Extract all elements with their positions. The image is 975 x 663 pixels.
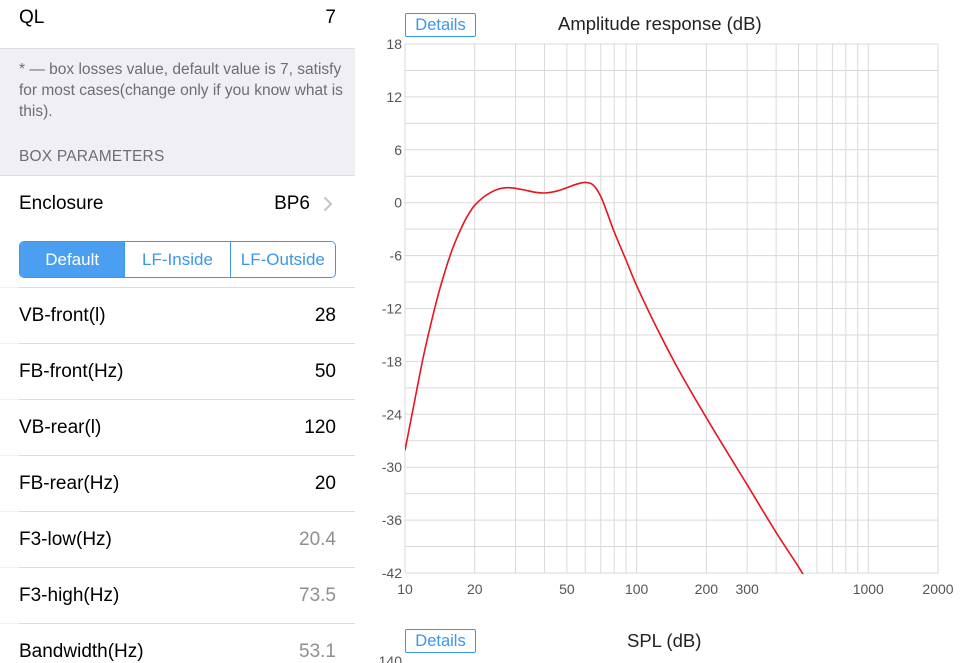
enclosure-mode-row: Default LF-Inside LF-Outside (0, 232, 355, 287)
param-label: F3-high(Hz) (19, 585, 120, 606)
x-tick-label: 50 (559, 581, 575, 597)
param-value-field[interactable]: 120 (304, 417, 336, 438)
param-value-readonly: 53.1 (299, 641, 336, 662)
spl-chart: 140 (379, 653, 403, 663)
ql-footnote: * — box losses value, default value is 7… (19, 61, 343, 120)
x-tick-label: 1000 (853, 581, 884, 597)
y-tick-label: 0 (394, 195, 402, 211)
param-value-field[interactable]: 28 (314, 305, 336, 326)
param-row-vb-rear-l[interactable]: VB-rear(l) 120 (0, 400, 355, 455)
y-tick-label: -36 (382, 512, 402, 528)
divider (19, 567, 355, 568)
param-value-readonly: 73.5 (299, 585, 336, 606)
divider (19, 511, 355, 512)
y-tick-label: -24 (382, 406, 402, 422)
amplitude-response-line (405, 181, 804, 574)
divider (19, 455, 355, 456)
x-tick-label: 2000 (922, 581, 953, 597)
param-row-f3-low-hz: F3-low(Hz) 20.4 (0, 512, 355, 567)
y-tick-label: -12 (382, 301, 402, 317)
enclosure-label: Enclosure (19, 193, 104, 214)
x-tick-label: 100 (625, 581, 649, 597)
amplitude-chart-title: Amplitude response (dB) (558, 13, 762, 34)
chart-panel: Details Amplitude response (dB) 18 12 6 0 -6… (355, 0, 975, 663)
tab-lf-outside[interactable]: LF-Outside (229, 242, 335, 277)
param-label: F3-low(Hz) (19, 529, 112, 550)
settings-panel: QL 7 * — box losses value, default value… (0, 0, 355, 663)
x-tick-label: 10 (397, 581, 413, 597)
y-tick-label: -42 (382, 565, 402, 581)
divider (19, 399, 355, 400)
param-value-field[interactable]: 20 (314, 473, 336, 494)
divider (0, 48, 355, 49)
tab-default[interactable]: Default (20, 242, 125, 277)
divider (19, 623, 355, 624)
param-row-fb-rear-hz[interactable]: FB-rear(Hz) 20 (0, 456, 355, 511)
x-tick-label: 300 (735, 581, 759, 597)
divider (19, 287, 355, 288)
chevron-right-icon (324, 197, 332, 211)
amplitude-details-button[interactable]: Details (405, 13, 476, 37)
spl-chart-title: SPL (dB) (627, 630, 702, 651)
param-label: VB-rear(l) (19, 417, 102, 438)
param-row-f3-high-hz: F3-high(Hz) 73.5 (0, 568, 355, 623)
tab-lf-inside[interactable]: LF-Inside (124, 242, 230, 277)
enclosure-row[interactable]: Enclosure BP6 (0, 176, 355, 232)
divider (19, 343, 355, 344)
param-label: FB-rear(Hz) (19, 473, 120, 494)
y-tick-label: -30 (382, 459, 402, 475)
param-label: VB-front(l) (19, 305, 106, 326)
param-value-readonly: 20.4 (299, 529, 336, 550)
param-label: FB-front(Hz) (19, 361, 124, 382)
y-tick-label: 18 (386, 36, 402, 52)
spl-y-tick-label: 140 (379, 653, 403, 663)
param-row-vb-front-l[interactable]: VB-front(l) 28 (0, 288, 355, 343)
y-tick-label: -6 (390, 248, 403, 264)
spl-details-button[interactable]: Details (405, 629, 476, 653)
param-row-fb-front-hz[interactable]: FB-front(Hz) 50 (0, 344, 355, 399)
section-header-box-parameters: BOX PARAMETERS (19, 148, 165, 165)
y-tick-label: -18 (382, 353, 402, 369)
y-tick-label: 12 (386, 89, 402, 105)
param-value-field[interactable]: 50 (314, 361, 336, 382)
param-row-bandwidth-hz: Bandwidth(Hz) 53.1 (0, 624, 355, 663)
ql-label: QL (19, 7, 45, 28)
ql-value[interactable]: 7 (325, 7, 336, 28)
enclosure-mode-segmented-control: Default LF-Inside LF-Outside (19, 241, 336, 278)
x-tick-label: 20 (467, 581, 483, 597)
enclosure-value: BP6 (274, 193, 310, 214)
y-tick-label: 6 (394, 142, 402, 158)
ql-row[interactable]: QL 7 (0, 0, 355, 48)
param-label: Bandwidth(Hz) (19, 641, 144, 662)
x-tick-label: 200 (695, 581, 719, 597)
divider (0, 175, 355, 176)
